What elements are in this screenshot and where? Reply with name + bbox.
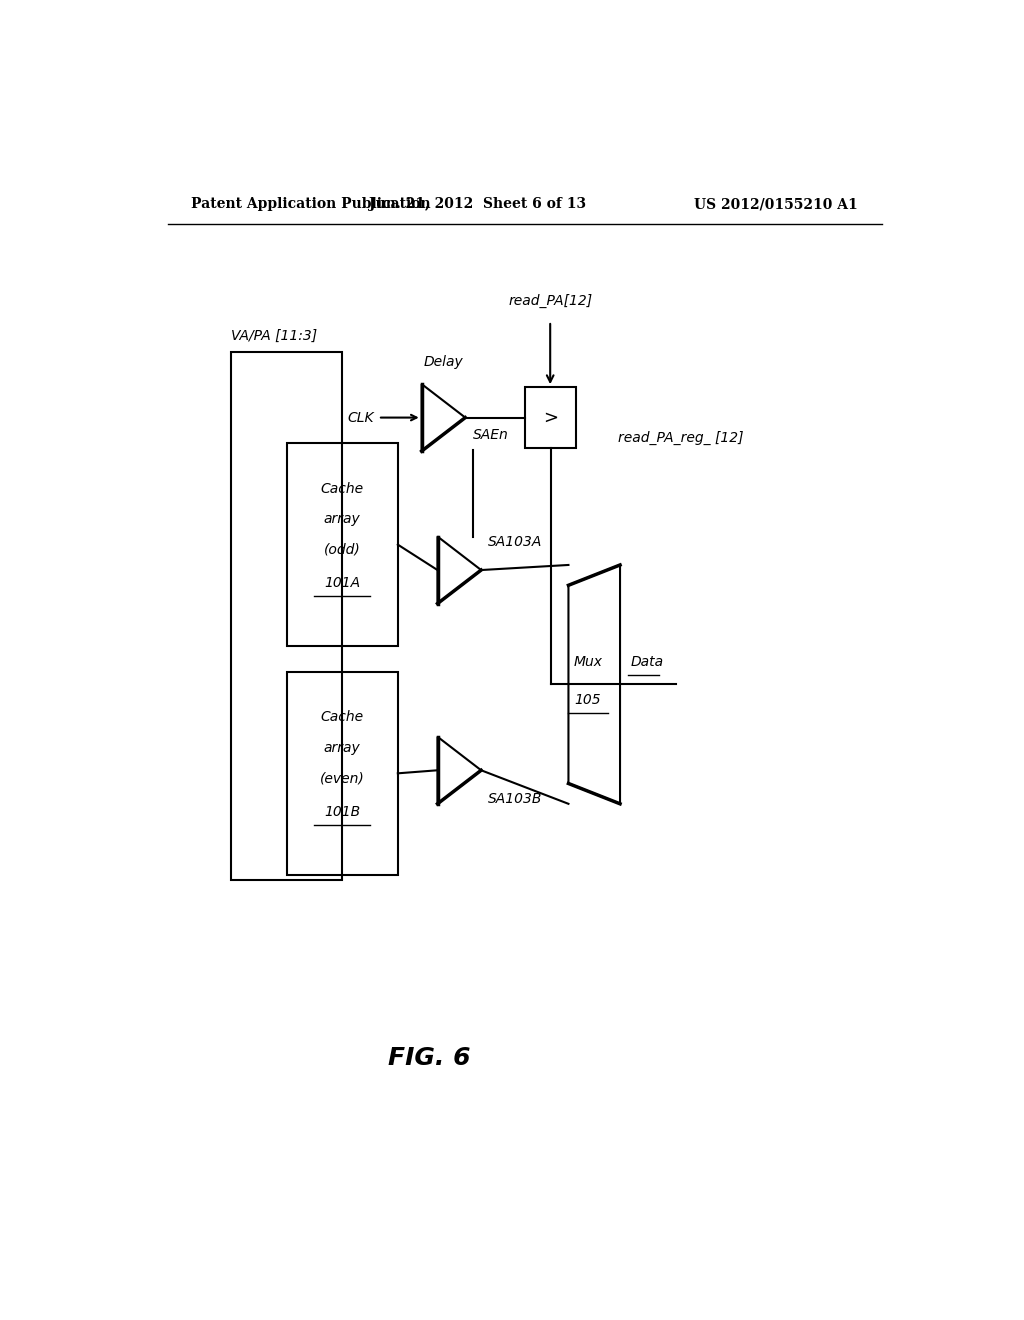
- Text: Jun. 21, 2012  Sheet 6 of 13: Jun. 21, 2012 Sheet 6 of 13: [369, 197, 586, 211]
- Text: SA103B: SA103B: [487, 792, 542, 805]
- Bar: [524, 387, 577, 447]
- Text: 101A: 101A: [325, 577, 360, 590]
- Text: Data: Data: [631, 655, 664, 669]
- Text: array: array: [324, 512, 360, 527]
- Text: SA103A: SA103A: [487, 535, 542, 549]
- Text: 101B: 101B: [325, 805, 360, 818]
- Text: CLK: CLK: [347, 411, 374, 425]
- Text: Patent Application Publication: Patent Application Publication: [191, 197, 431, 211]
- Bar: [287, 444, 398, 647]
- Text: VA/PA [11:3]: VA/PA [11:3]: [231, 329, 317, 343]
- Text: SAEn: SAEn: [473, 428, 509, 442]
- Bar: [287, 672, 398, 875]
- Text: (even): (even): [319, 771, 365, 785]
- Text: (odd): (odd): [324, 543, 360, 557]
- Text: array: array: [324, 741, 360, 755]
- Text: read_PA[12]: read_PA[12]: [508, 293, 592, 308]
- Text: Cache: Cache: [321, 710, 364, 725]
- Text: Mux: Mux: [573, 655, 602, 669]
- Text: FIG. 6: FIG. 6: [388, 1045, 471, 1071]
- Text: Cache: Cache: [321, 482, 364, 496]
- Text: read_PA_reg_ [12]: read_PA_reg_ [12]: [618, 430, 743, 445]
- Text: US 2012/0155210 A1: US 2012/0155210 A1: [694, 197, 858, 211]
- Text: 105: 105: [574, 693, 601, 706]
- Bar: [231, 351, 342, 880]
- Text: Delay: Delay: [424, 355, 463, 368]
- Text: >: >: [543, 409, 558, 426]
